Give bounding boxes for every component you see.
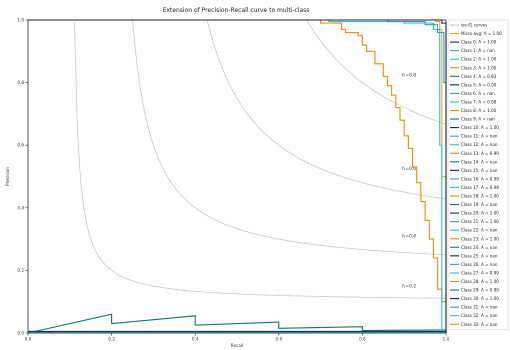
legend-entry: Class 23: A = 1.00: [461, 236, 499, 241]
x-tick-label: 0.6: [275, 337, 282, 342]
legend-entry: Class 20: A = 1.00: [461, 211, 499, 216]
legend-entry: Class 0: A = 1.00: [461, 40, 497, 45]
y-tick-label: 0.4: [17, 205, 24, 210]
legend-entry: Class 3: A = 1.00: [461, 65, 497, 70]
iso-f1-label: f₁=0.8: [402, 72, 416, 78]
y-tick-label: 0.0: [17, 331, 24, 336]
legend-entry: Class 11: A = nan: [461, 134, 498, 139]
legend-entry: Class 5: A = 0.00: [461, 82, 497, 87]
x-tick-label: 0.0: [25, 337, 32, 342]
y-tick-label: 1.0: [17, 18, 24, 23]
x-tick-label: 0.8: [359, 337, 366, 342]
legend-entry: Class 25: A = nan: [461, 253, 498, 258]
legend-entry: Class 2: A = 1.00: [461, 57, 497, 62]
y-tick-label: 0.8: [17, 80, 24, 85]
legend-entry: Class 28: A = 1.00: [461, 279, 499, 284]
series-line: [28, 19, 446, 303]
legend-entry: Class 24: A = nan: [461, 245, 498, 250]
legend-entry: Class 6: A = nan: [461, 91, 495, 96]
iso-f1-curve: [306, 19, 447, 125]
legend-entry: Class 32: A = nan: [461, 313, 498, 318]
y-tick-label: 0.2: [17, 268, 24, 273]
chart-title: Extension of Precision-Recall curve to m…: [163, 7, 310, 14]
legend-entry: Class 19: A = nan: [461, 202, 498, 207]
legend-entry: Class 29: A = 0.99: [461, 288, 499, 293]
legend-entry: Class 15: A = nan: [461, 168, 498, 173]
iso-f1-label: f₁=0.2: [402, 284, 416, 290]
series-line: [28, 19, 446, 84]
x-tick-label: 0.4: [192, 337, 199, 342]
legend-entry: Class 26: A = nan: [461, 262, 498, 267]
legend-box: [447, 19, 509, 331]
legend-entry: Class 22: A = nan: [461, 228, 498, 233]
legend: iso-f1 curves Micro-avg: A = 1.00 Class 0:…: [447, 19, 509, 331]
legend-entry: Micro-avg: A = 1.00: [461, 31, 502, 36]
legend-entry: Class 7: A = 0.88: [461, 99, 497, 104]
legend-entry: Class 16: A = 0.99: [461, 176, 499, 181]
legend-entry: Class 4: A = 0.83: [461, 74, 497, 79]
legend-entry: Class 27: A = 0.99: [461, 270, 499, 275]
legend-entry: Class 13: A = 0.99: [461, 151, 499, 156]
legend-entry: iso-f1 curves: [461, 23, 487, 28]
legend-entry: Class 21: A = 1.00: [461, 219, 499, 224]
legend-entry: Class 17: A = 0.98: [461, 185, 499, 190]
iso-f1-label: f₁=0.4: [402, 233, 416, 239]
iso-f1-curve: [206, 20, 447, 200]
axis-ticks: 0.0 0.2 0.4 0.6 0.8 1.0 0.0 0.2 0.4 0.6 0.8 1.0: [17, 18, 449, 342]
legend-entry: Class 1: A = nan: [461, 48, 495, 53]
legend-entry: Class 18: A = 1.00: [461, 194, 499, 199]
legend-entry: Class 30: A = 1.00: [461, 296, 499, 301]
iso-f1-curve: [132, 20, 447, 256]
series-line: [27, 313, 447, 334]
y-axis-label: Precision: [5, 167, 10, 186]
x-axis-label: Recall: [231, 343, 244, 348]
legend-entry: Class 33: A = nan: [461, 322, 498, 327]
legend-entry: Class 12: A = nan: [461, 142, 498, 147]
legend-entry: Class 14: A = nan: [461, 159, 498, 164]
iso-f1-curves: f₁=0.2 f₁=0.4 f₁=0.6 f₁=0.8: [74, 19, 447, 299]
legend-entry: Class 9: A = nan: [461, 117, 495, 122]
iso-f1-label: f₁=0.6: [402, 166, 416, 172]
x-tick-label: 0.2: [108, 337, 115, 342]
legend-entry: Class 10: A = 1.00: [461, 125, 499, 130]
x-tick-label: 1.0: [443, 337, 450, 342]
series-line: [28, 19, 443, 333]
legend-entry: Class 31: A = nan: [461, 305, 498, 310]
series-lines: [27, 19, 447, 334]
iso-f1-curve: [74, 22, 447, 299]
plot-frame: [27, 19, 447, 334]
legend-entry: Class 8: A = 1.00: [461, 108, 497, 113]
y-tick-label: 0.6: [17, 143, 24, 148]
